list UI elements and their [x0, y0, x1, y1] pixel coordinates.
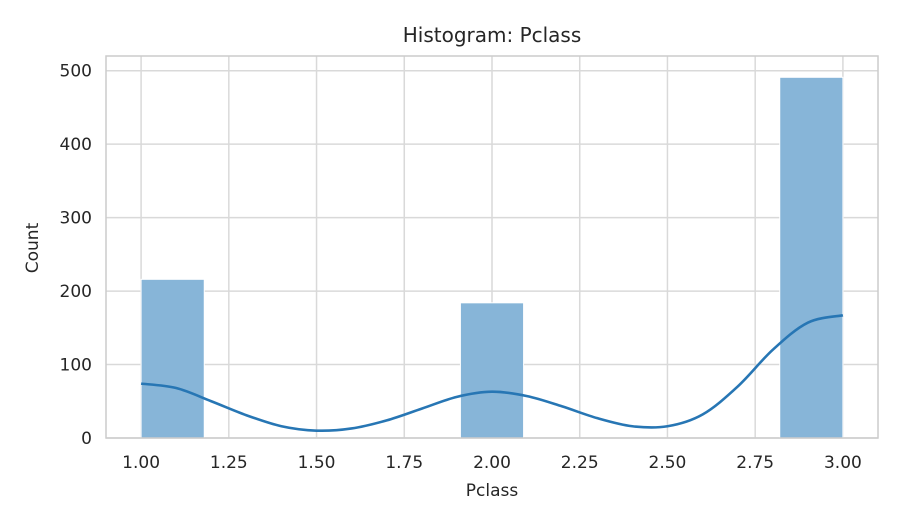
y-tick-label: 500	[60, 62, 92, 82]
x-tick-label: 2.25	[561, 453, 599, 473]
histogram-bars	[140, 76, 844, 439]
x-tick-label: 2.00	[473, 453, 511, 473]
x-tick-labels: 1.00 1.25 1.50 1.75 2.00 2.25 2.50 2.75 3.00	[122, 453, 862, 473]
x-tick-label: 1.25	[210, 453, 248, 473]
y-tick-label: 300	[60, 209, 92, 229]
chart-title: Histogram: Pclass	[403, 23, 582, 47]
kde-curve-layer	[140, 314, 844, 433]
histogram-bar	[140, 278, 205, 439]
x-tick-label: 3.00	[824, 453, 862, 473]
x-axis-title: Pclass	[466, 481, 519, 501]
kde-curve	[140, 314, 844, 433]
y-tick-label: 100	[60, 356, 92, 376]
x-tick-label: 1.00	[122, 453, 160, 473]
plot-area-frame	[105, 55, 879, 439]
x-tick-label: 2.75	[736, 453, 774, 473]
y-tick-labels: 0 100 200 300 400 500	[60, 62, 92, 449]
x-tick-label: 1.75	[385, 453, 423, 473]
y-tick-label: 200	[60, 282, 92, 302]
histogram-bar	[459, 302, 525, 439]
y-axis-title: Count	[23, 222, 43, 273]
histogram-bar	[779, 76, 844, 439]
y-tick-label: 400	[60, 135, 92, 155]
x-tick-label: 2.50	[649, 453, 687, 473]
y-tick-label: 0	[81, 429, 92, 449]
x-tick-label: 1.50	[298, 453, 336, 473]
